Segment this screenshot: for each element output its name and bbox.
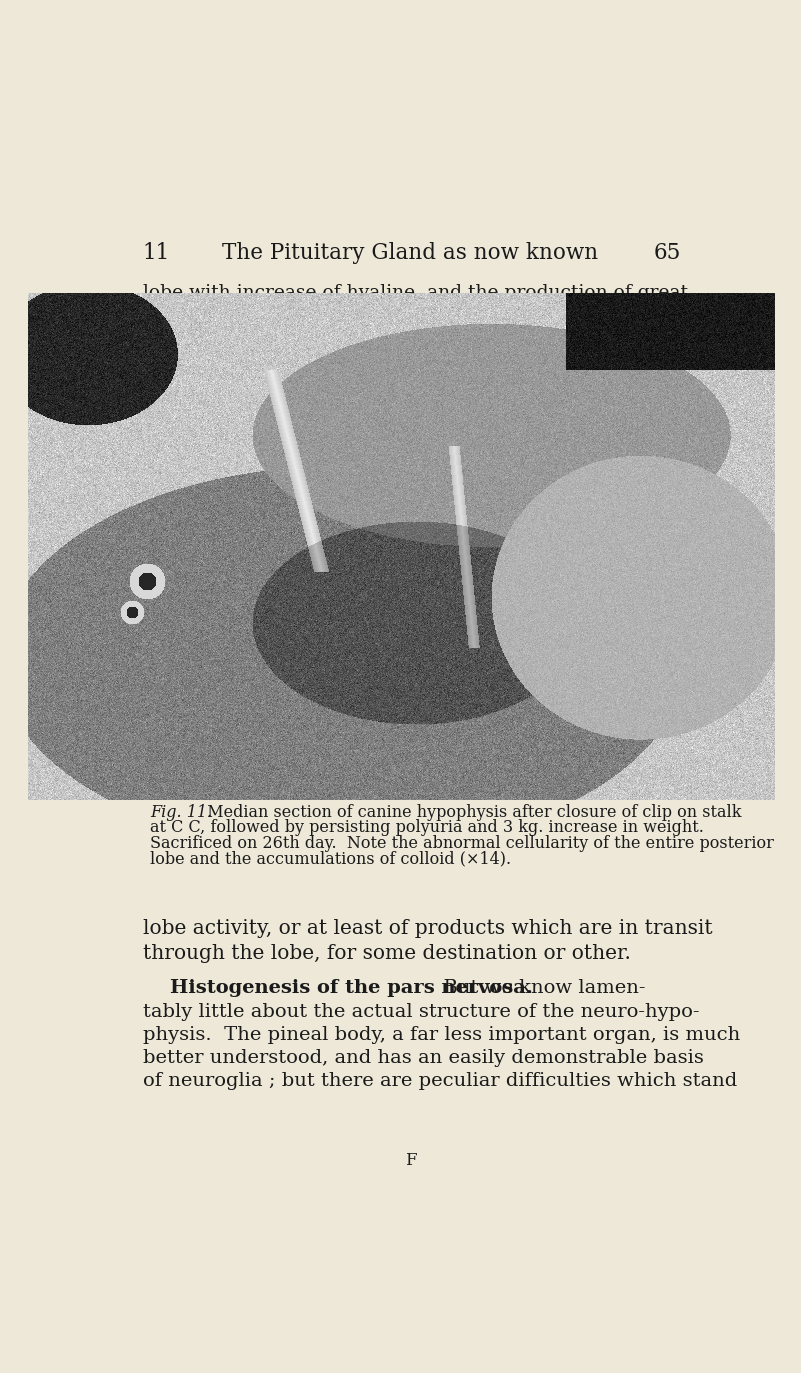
Text: The Pituitary Gland as now known: The Pituitary Gland as now known	[223, 242, 598, 264]
Text: Histogenesis of the pars nervosa.: Histogenesis of the pars nervosa.	[170, 979, 533, 997]
Text: physis.  The pineal body, a far less important organ, is much: physis. The pineal body, a far less impo…	[143, 1026, 740, 1043]
Text: of neuroglia ; but there are peculiar difficulties which stand: of neuroglia ; but there are peculiar di…	[143, 1072, 737, 1090]
Text: invariably obtained (Figs. 10 & 11).  Certainly this striking: invariably obtained (Figs. 10 & 11). Cer…	[143, 327, 700, 346]
Text: 65: 65	[654, 242, 682, 264]
Text: But we know lamen-: But we know lamen-	[431, 979, 645, 997]
Text: lobe and the accumulations of colloid (×14).: lobe and the accumulations of colloid (×…	[151, 850, 512, 868]
Text: masses of colloid in the inter-glandular cleft has been: masses of colloid in the inter-glandular…	[143, 306, 651, 324]
Text: at C C, followed by persisting polyuria and 3 kg. increase in weight.: at C C, followed by persisting polyuria …	[151, 820, 704, 836]
Text: Sacrificed on 26th day.  Note the abnormal cellularity of the entire posterior: Sacrificed on 26th day. Note the abnorma…	[151, 835, 775, 851]
Text: 11: 11	[143, 242, 170, 264]
Text: lobe activity, or at least of products which are in transit: lobe activity, or at least of products w…	[143, 920, 712, 938]
Text: Fig. 11.: Fig. 11.	[151, 803, 212, 821]
Text: through the lobe, for some destination or other.: through the lobe, for some destination o…	[143, 945, 630, 962]
Text: better understood, and has an easily demonstrable basis: better understood, and has an easily dem…	[143, 1049, 703, 1067]
Text: obstruction to the discharge of the products of posterior-: obstruction to the discharge of the prod…	[143, 371, 684, 389]
Text: appearance can only be interpreted as the result of an: appearance can only be interpreted as th…	[143, 349, 658, 367]
Text: F: F	[405, 1152, 417, 1168]
Text: Median section of canine hypophysis after closure of clip on stalk: Median section of canine hypophysis afte…	[197, 803, 742, 821]
Text: lobe with increase of hyaline, and the production of great: lobe with increase of hyaline, and the p…	[143, 284, 688, 302]
Text: tably little about the actual structure of the neuro-hypo-: tably little about the actual structure …	[143, 1002, 699, 1020]
